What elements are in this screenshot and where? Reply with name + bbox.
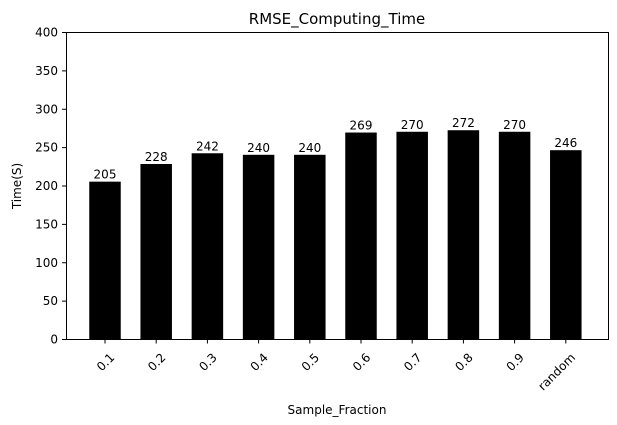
bars-group (89, 130, 582, 339)
y-tick-label-350: 350 (35, 64, 58, 78)
y-axis-label: Time(S) (10, 163, 24, 210)
data-label-0.6: 269 (350, 119, 373, 133)
data-label-0.2: 228 (145, 150, 168, 164)
y-tick-label-250: 250 (35, 141, 58, 155)
data-label-random: 246 (554, 136, 577, 150)
y-tick-label-0: 0 (50, 333, 58, 347)
data-label-0.1: 205 (94, 168, 117, 182)
data-label-0.7: 270 (401, 118, 424, 132)
bar-0.2 (140, 164, 172, 339)
data-label-0.4: 240 (247, 141, 270, 155)
data-labels-group: 205 228 242 240 240 269 270 272 270 246 (94, 116, 578, 181)
data-label-0.9: 270 (503, 118, 526, 132)
bar-0.8 (447, 130, 480, 339)
bar-0.5 (294, 154, 326, 339)
y-tick-label-400: 400 (35, 26, 58, 40)
bar-0.1 (89, 181, 121, 339)
chart-title: RMSE_Computing_Time (249, 10, 425, 29)
bar-0.4 (242, 154, 275, 339)
bar-0.6 (345, 132, 377, 339)
bar-0.9 (498, 131, 531, 339)
x-axis-label: Sample_Fraction (288, 403, 387, 417)
y-tick-label-100: 100 (35, 256, 58, 270)
bar-random (550, 150, 582, 339)
y-tick-label-200: 200 (35, 179, 58, 193)
y-axis: 0 50 100 150 200 250 300 350 400 (35, 26, 67, 347)
data-label-0.8: 272 (452, 116, 475, 130)
y-tick-label-150: 150 (35, 217, 58, 231)
bar-0.7 (396, 131, 428, 339)
y-tick-label-300: 300 (35, 102, 58, 116)
bar-0.3 (191, 153, 224, 339)
data-label-0.3: 242 (196, 139, 219, 153)
y-tick-label-50: 50 (43, 294, 58, 308)
data-label-0.5: 240 (298, 141, 321, 155)
